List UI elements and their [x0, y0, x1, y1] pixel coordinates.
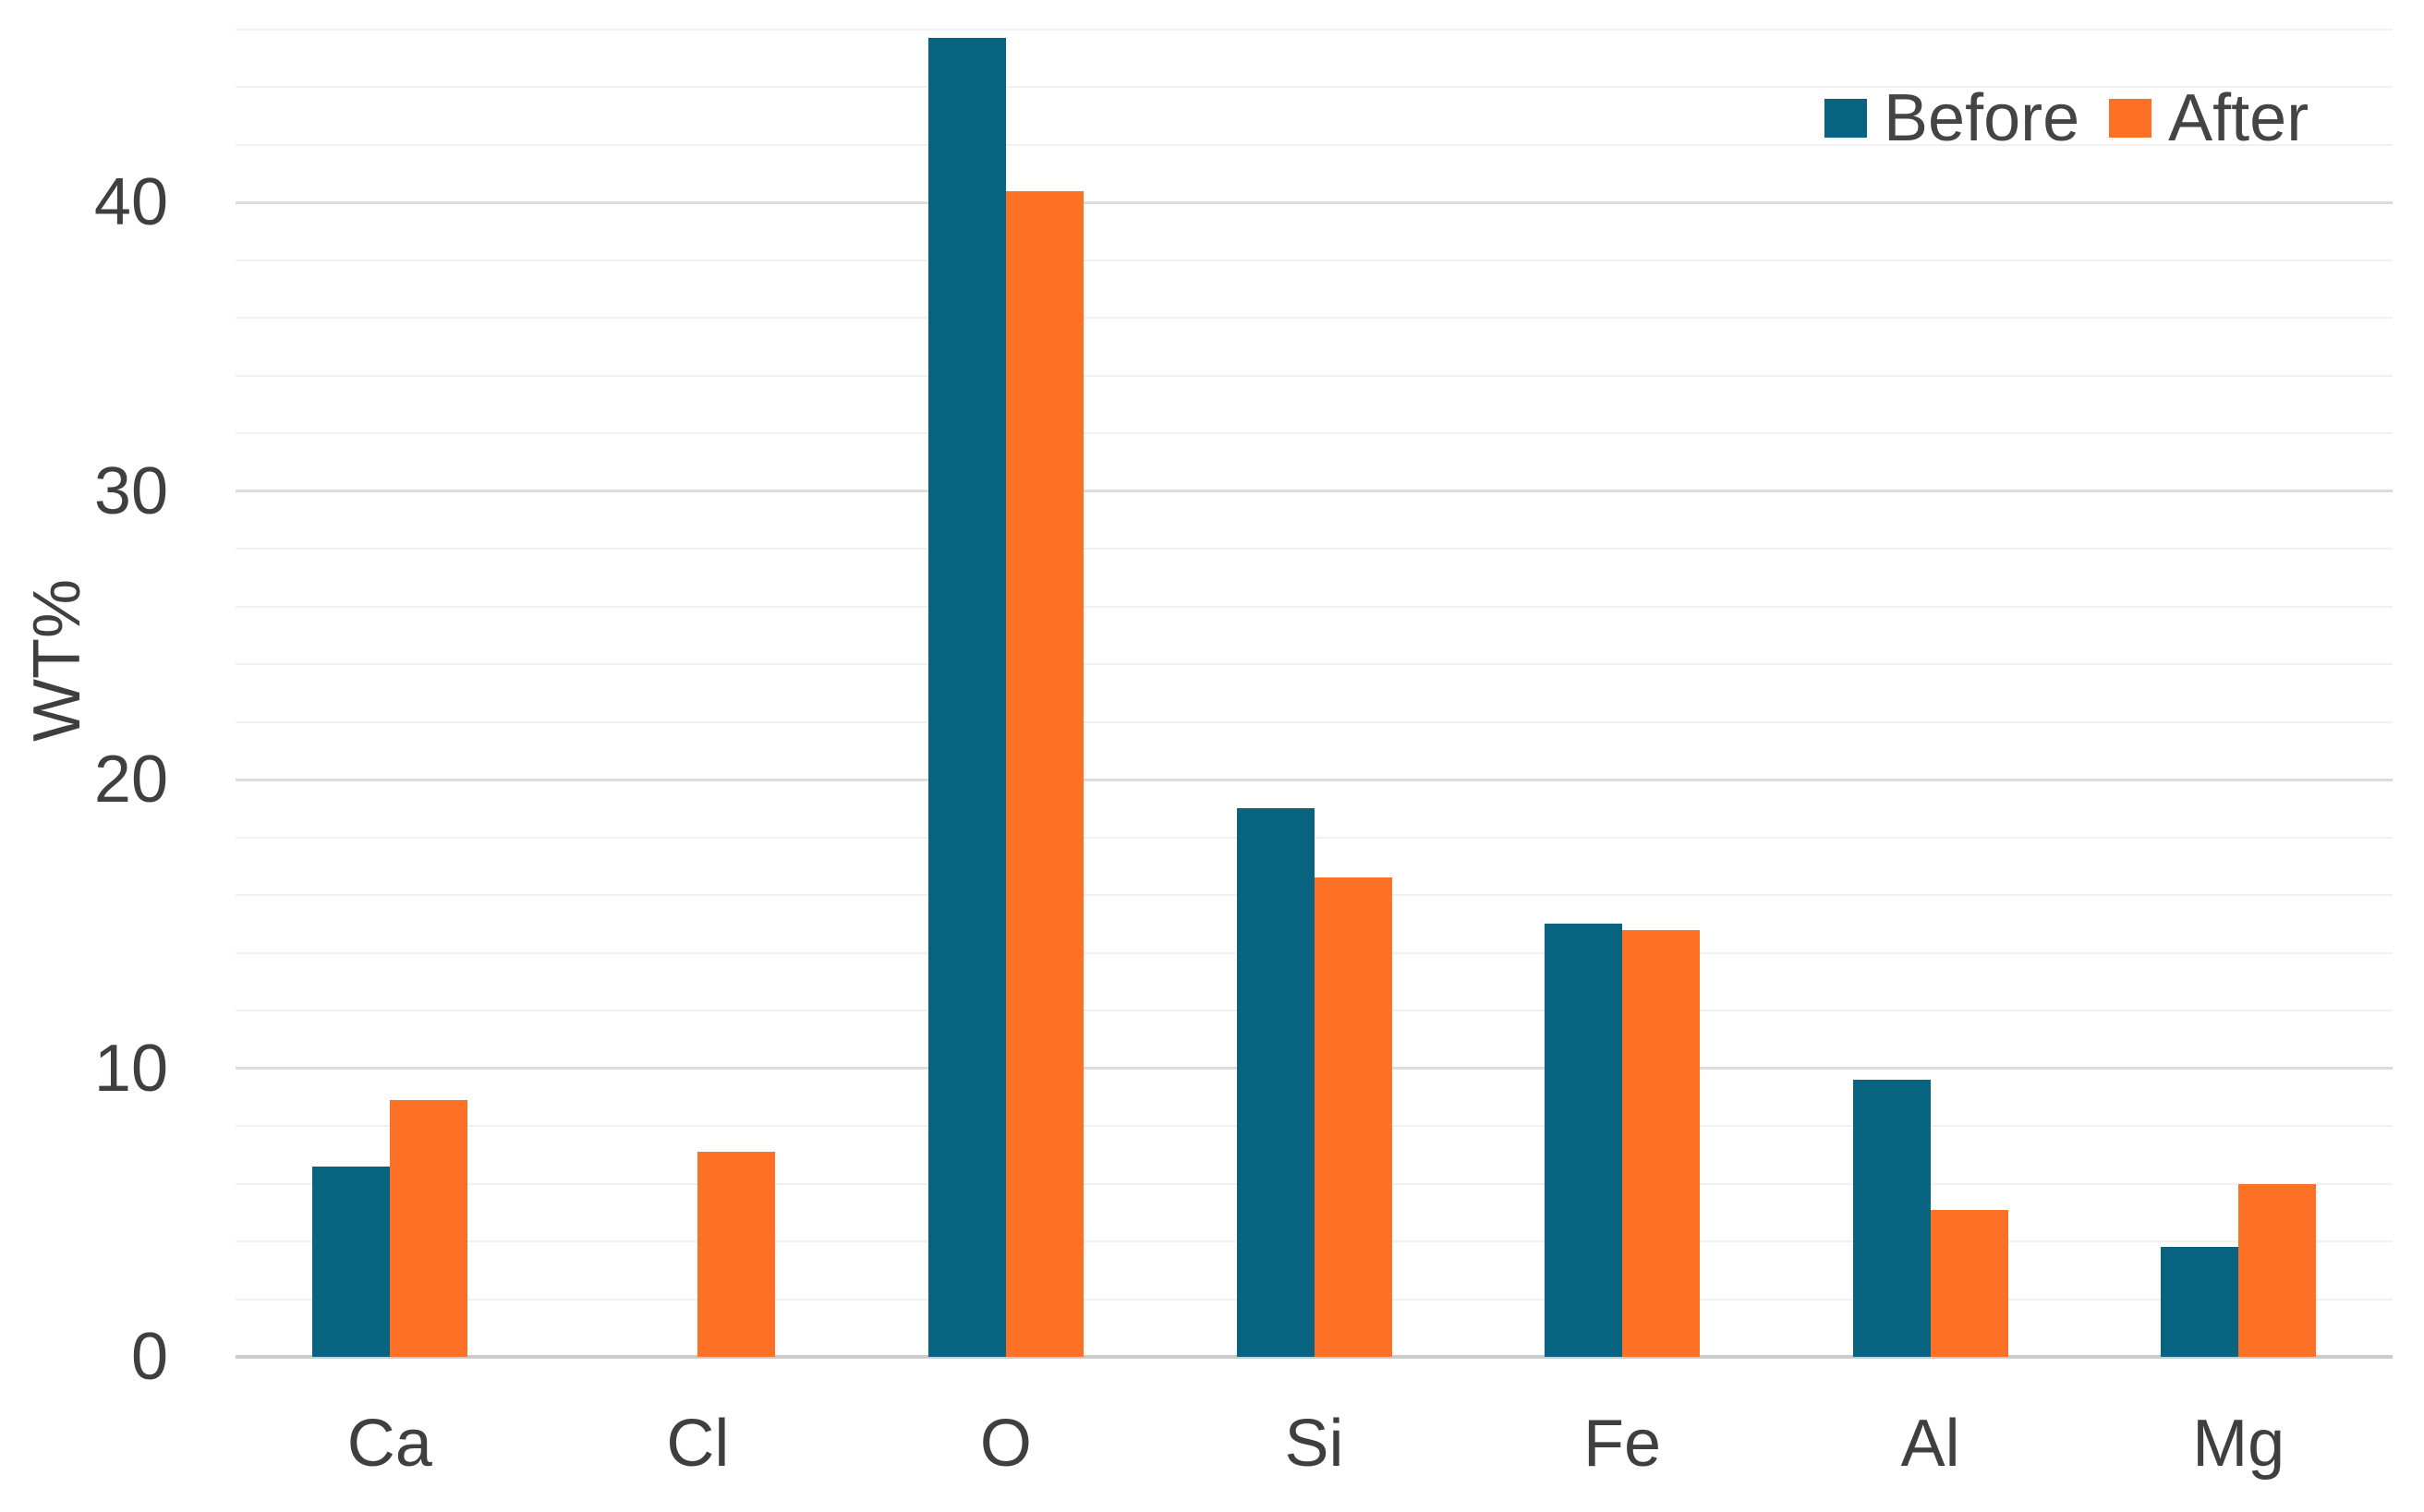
- x-category-label-al: Al: [1900, 1407, 1960, 1481]
- y-tick-label-10: 10: [93, 1031, 168, 1106]
- bar-after-cl: [697, 1152, 776, 1357]
- legend-swatch-after: [2109, 99, 2152, 138]
- legend-item-before: Before: [1824, 85, 2079, 151]
- y-tick-label-20: 20: [93, 743, 168, 817]
- y-axis-title: WT%: [20, 579, 94, 742]
- bar-after-mg: [2238, 1183, 2317, 1357]
- gridline-minor: [236, 86, 2393, 89]
- bar-after-fe: [1622, 929, 1701, 1357]
- bar-after-ca: [389, 1099, 467, 1357]
- gridline-minor: [236, 317, 2393, 320]
- bar-after-al: [1930, 1209, 2008, 1357]
- gridline-minor: [236, 432, 2393, 435]
- gridline-minor: [236, 663, 2393, 666]
- bar-after-si: [1314, 877, 1392, 1357]
- bar-before-o: [927, 38, 1006, 1357]
- gridline-minor: [236, 143, 2393, 146]
- gridline-minor: [236, 720, 2393, 723]
- x-category-label-fe: Fe: [1583, 1407, 1662, 1481]
- legend-swatch-before: [1824, 99, 1867, 138]
- bar-after-o: [1005, 190, 1084, 1357]
- bar-before-fe: [1545, 924, 1623, 1357]
- y-tick-label-30: 30: [93, 454, 168, 528]
- x-category-label-ca: Ca: [346, 1407, 432, 1481]
- bar-before-mg: [2161, 1247, 2239, 1357]
- y-tick-label-40: 40: [93, 165, 168, 240]
- gridline-minor: [236, 836, 2393, 839]
- x-axis-baseline: [236, 1355, 2393, 1359]
- legend-label-after: After: [2168, 81, 2309, 155]
- gridline-major: [236, 778, 2393, 781]
- gridline-minor: [236, 605, 2393, 608]
- plot-area: [236, 0, 2393, 1359]
- bar-before-al: [1852, 1080, 1931, 1357]
- bar-before-ca: [311, 1166, 390, 1357]
- gridline-major: [236, 490, 2393, 493]
- x-category-label-cl: Cl: [666, 1407, 730, 1481]
- legend: Before After: [1824, 85, 2309, 151]
- gridline-minor: [236, 374, 2393, 377]
- gridline-minor: [236, 259, 2393, 261]
- x-category-label-mg: Mg: [2192, 1407, 2285, 1481]
- gridline-major: [236, 200, 2393, 204]
- x-category-label-si: Si: [1284, 1407, 1344, 1481]
- gridline-minor: [236, 548, 2393, 550]
- y-tick-label-0: 0: [130, 1320, 168, 1394]
- legend-label-before: Before: [1884, 81, 2080, 155]
- x-category-label-o: O: [979, 1407, 1032, 1481]
- bar-before-si: [1236, 808, 1315, 1357]
- gridline-minor: [236, 28, 2393, 30]
- legend-item-after: After: [2109, 85, 2309, 151]
